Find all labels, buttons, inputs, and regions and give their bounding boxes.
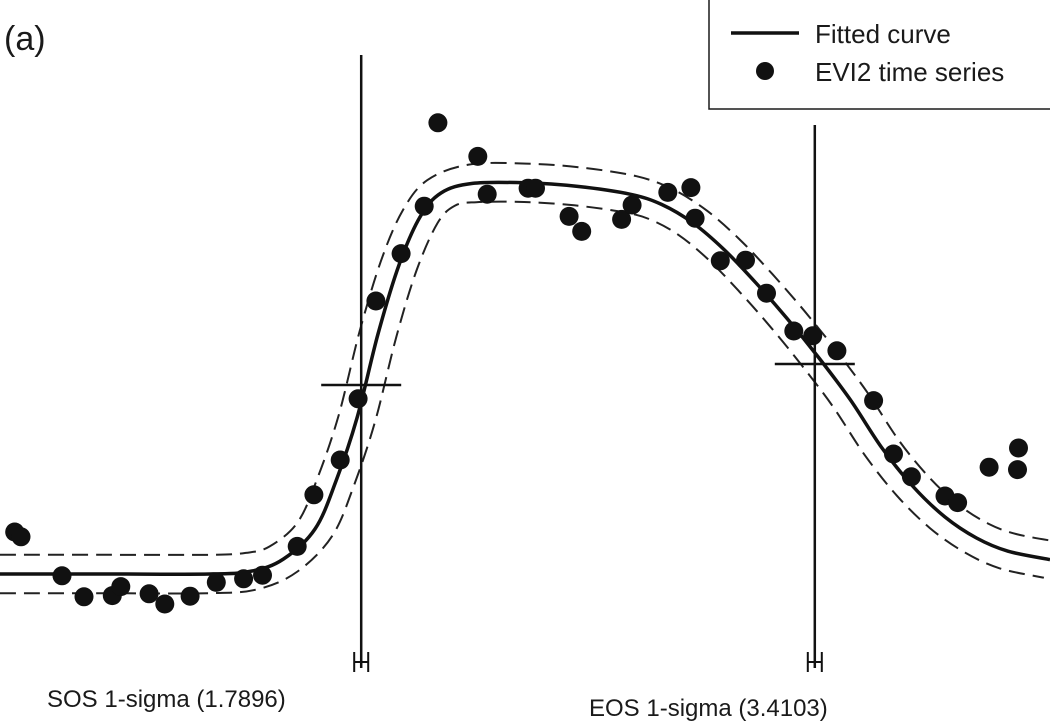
legend-label-fitted-curve: Fitted curve: [815, 19, 951, 49]
evi2-point-20: [428, 113, 448, 133]
evi2-point-35: [784, 321, 804, 341]
evi2-point-15: [330, 450, 350, 470]
evi2-point-13: [287, 536, 307, 556]
evi2-point-33: [736, 250, 755, 270]
evi2-point-25: [559, 206, 579, 226]
evi2-point-29: [658, 182, 678, 202]
evi2-point-24: [526, 178, 545, 198]
evi2-point-9: [180, 586, 200, 606]
evi2-point-43: [979, 457, 999, 477]
evi2-point-34: [757, 283, 776, 303]
sos-error-bar: [353, 652, 370, 672]
band-upper-dashed-line: [0, 161, 1050, 556]
sigma-markers: [321, 55, 855, 672]
evi2-point-10: [206, 572, 226, 592]
legend: Fitted curve EVI2 time series: [708, 0, 1050, 110]
fitted-curve-layer: [0, 180, 1050, 576]
evi2-point-11: [234, 569, 254, 589]
evi2-point-37: [827, 341, 847, 361]
uncertainty-band: [0, 161, 1050, 595]
evi2-point-4: [74, 587, 94, 607]
evi2-points-layer: [5, 113, 1028, 614]
evi2-point-39: [884, 444, 903, 464]
evi2-point-42: [948, 493, 968, 513]
fitted-curve-line: [0, 180, 1050, 576]
evi2-point-26: [572, 221, 592, 241]
evi2-point-28: [622, 195, 642, 215]
evi2-point-6: [111, 577, 131, 597]
evi2-point-27: [612, 209, 632, 229]
legend-dot-swatch: [756, 62, 774, 80]
evi2-point-31: [685, 208, 705, 228]
panel-label: (a): [4, 20, 46, 58]
band-lower-dashed-line: [0, 200, 1045, 595]
sos-label: SOS 1-sigma (1.7896): [47, 686, 286, 713]
sigma-labels: SOS 1-sigma (1.7896) EOS 1-sigma (3.4103): [47, 686, 828, 722]
eos-label: EOS 1-sigma (3.4103): [589, 695, 828, 722]
evi2-point-19: [414, 196, 434, 216]
evi2-point-2: [11, 527, 31, 547]
legend-label-evi2-time-series: EVI2 time series: [815, 57, 1004, 87]
evi2-point-36: [803, 326, 823, 346]
evi2-point-32: [710, 251, 730, 271]
evi2-point-16: [348, 389, 368, 409]
evi2-point-30: [681, 178, 701, 198]
evi2-point-38: [864, 391, 884, 411]
legend-box: [708, 0, 1050, 110]
evi2-point-3: [52, 566, 72, 586]
eos-error-bar: [806, 652, 823, 672]
evi2-point-7: [139, 584, 159, 604]
evi2-point-8: [155, 594, 175, 614]
evi2-point-40: [901, 467, 921, 487]
evi2-point-18: [391, 244, 411, 264]
evi2-point-45: [1009, 438, 1028, 458]
evi2-point-44: [1008, 460, 1027, 480]
evi2-point-22: [477, 184, 497, 204]
evi2-point-17: [366, 291, 386, 311]
evi2-point-14: [304, 485, 324, 505]
evi2-point-21: [468, 146, 488, 166]
evi2-point-12: [253, 565, 272, 585]
